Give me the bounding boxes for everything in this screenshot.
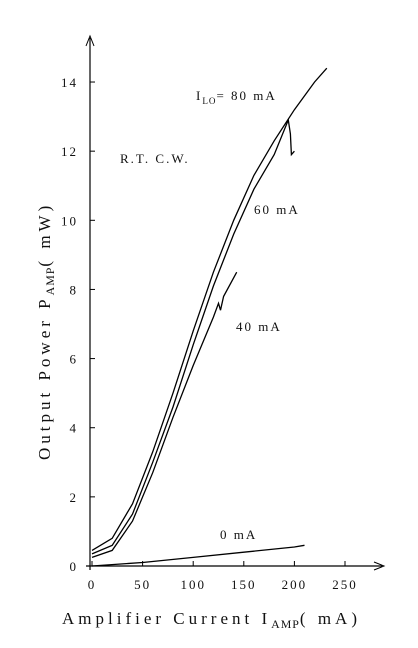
y-axis-label: Output Power PAMP( mW) bbox=[35, 202, 57, 460]
line bbox=[91, 544, 305, 567]
annotation: R.T. C.W. bbox=[120, 151, 190, 166]
annotation-text: 40 mA bbox=[236, 319, 282, 334]
x-arrow bbox=[373, 561, 386, 571]
y-axis-label-sub: AMP bbox=[43, 267, 57, 296]
x-tick-label: 150 bbox=[231, 577, 257, 592]
y-tick-label: 12 bbox=[61, 144, 78, 159]
line bbox=[91, 271, 238, 559]
annotation-text: I bbox=[196, 88, 202, 103]
y-tick-label: 0 bbox=[70, 559, 79, 574]
annotation-text: 0 mA bbox=[220, 527, 257, 542]
x-axis-label-text: Amplifier Current I bbox=[62, 609, 271, 628]
y-tick-label: 8 bbox=[70, 282, 79, 297]
y-arrow bbox=[85, 34, 95, 47]
annotation: 60 mA bbox=[254, 202, 300, 217]
y-tick-label: 6 bbox=[70, 352, 79, 367]
annotation-sub: LO bbox=[202, 96, 216, 106]
annotation-text: R.T. C.W. bbox=[120, 151, 190, 166]
y-tick-label: 10 bbox=[61, 213, 78, 228]
x-tick-label: 50 bbox=[134, 577, 151, 592]
y-axis-label-after: ( mW) bbox=[35, 202, 54, 267]
y-tick-label: 4 bbox=[70, 421, 79, 436]
x-axis-label-after: ( mA) bbox=[300, 609, 361, 628]
line bbox=[91, 117, 295, 555]
x-tick-label: 250 bbox=[332, 577, 358, 592]
annotation-text: 60 mA bbox=[254, 202, 300, 217]
y-tick-label: 2 bbox=[70, 490, 79, 505]
x-tick-label: 0 bbox=[88, 577, 97, 592]
x-tick-label: 200 bbox=[282, 577, 308, 592]
x-tick-label: 100 bbox=[180, 577, 206, 592]
x-axis-label-sub: AMP bbox=[271, 617, 300, 631]
line bbox=[91, 67, 328, 551]
annotation: 0 mA bbox=[220, 527, 257, 542]
x-axis-label: Amplifier Current IAMP( mA) bbox=[62, 609, 361, 631]
annotation-after: = 80 mA bbox=[216, 88, 276, 103]
annotation: 40 mA bbox=[236, 319, 282, 334]
y-axis-label-text: Output Power P bbox=[35, 295, 54, 460]
y-tick-label: 14 bbox=[61, 75, 78, 90]
annotation: ILO= 80 mA bbox=[196, 88, 277, 106]
